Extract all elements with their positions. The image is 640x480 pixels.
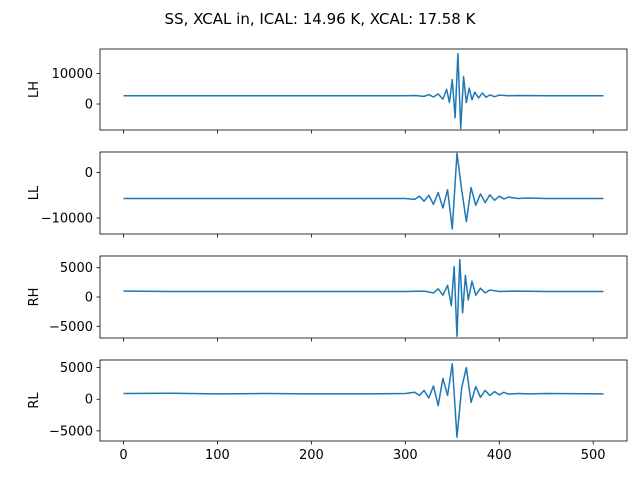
panel-rl: −5000 0 5000 0 100 200 300 400 500 RL <box>27 359 628 463</box>
x-tick-label: 500 <box>581 448 606 463</box>
y-tick-label: −5000 <box>49 320 93 335</box>
axes-frame <box>99 359 628 442</box>
y-axis-label: RL <box>27 392 42 409</box>
y-tick-label: 10000 <box>52 67 93 82</box>
y-tick-label: 0 <box>85 166 93 181</box>
panel-rh: −5000 0 5000 RH <box>27 255 628 342</box>
series-line-ll <box>123 152 604 230</box>
y-tick-label: 0 <box>85 98 93 113</box>
x-tick-label: 0 <box>119 448 127 463</box>
chart-title: SS, XCAL in, ICAL: 14.96 K, XCAL: 17.58 … <box>165 10 477 28</box>
x-tick-label: 400 <box>487 448 512 463</box>
y-axis-label: RH <box>27 288 42 307</box>
series-line-rh <box>123 258 604 337</box>
x-tick-label: 200 <box>299 448 324 463</box>
y-tick-label: 0 <box>85 291 93 306</box>
y-tick-label: −5000 <box>49 424 93 439</box>
x-tick-label: 100 <box>205 448 230 463</box>
y-axis-label: LL <box>27 185 42 200</box>
y-tick-label: 5000 <box>60 261 93 276</box>
series-line-rl <box>123 363 604 438</box>
axes-frame <box>99 151 628 235</box>
y-axis-label: LH <box>27 81 42 98</box>
y-tick-label: 5000 <box>60 361 93 376</box>
y-tick-label: 0 <box>85 393 93 408</box>
panels: 010000LH−100000LL−500005000RH−5000050000… <box>27 48 628 463</box>
panel-ll: −10000 0 LL <box>27 151 628 238</box>
series-line-lh <box>123 52 604 130</box>
axes-frame <box>99 48 628 131</box>
y-tick-label: −10000 <box>41 212 93 227</box>
panel-lh: 0 10000 LH <box>27 48 628 134</box>
x-tick-label: 300 <box>393 448 418 463</box>
